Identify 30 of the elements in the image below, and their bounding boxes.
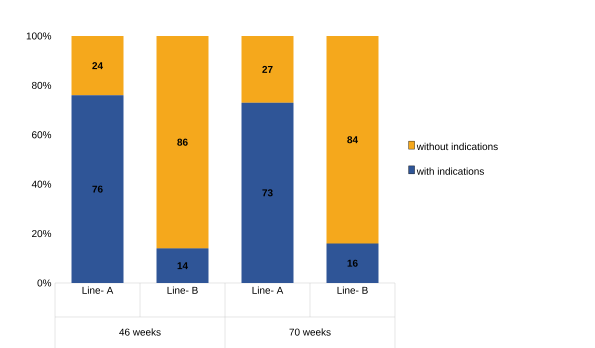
y-tick-label: 100%	[26, 32, 52, 40]
data-label: 84	[347, 136, 358, 144]
x-tick-label: Line- B	[168, 286, 198, 294]
bar	[72, 95, 124, 283]
y-tick-label: 0%	[37, 279, 52, 286]
legend-label: with indications	[416, 167, 484, 175]
y-tick-label: 40%	[32, 180, 52, 188]
bar	[242, 36, 294, 103]
y-tick-label: 20%	[32, 230, 52, 238]
bar	[242, 102, 294, 283]
data-label: 76	[92, 186, 103, 193]
bar	[72, 36, 124, 96]
x-tick-label: Line- B	[338, 286, 368, 294]
text: 46 weeks	[119, 328, 161, 336]
y-tick-label: 80%	[32, 82, 52, 89]
data-label: 27	[262, 66, 273, 73]
y-tick-label: 60%	[32, 131, 52, 138]
data-label: 24	[92, 62, 103, 70]
bar	[326, 243, 378, 283]
bar	[326, 36, 378, 244]
data-label: 14	[178, 262, 188, 270]
data-label: 86	[177, 138, 188, 146]
x-tick-label: Line- A	[82, 286, 114, 294]
legend-label: without indications	[416, 142, 498, 150]
bar	[156, 36, 209, 248]
data-label: 73	[262, 189, 273, 196]
x-tick-label: Line- A	[252, 286, 284, 294]
bar	[156, 248, 209, 283]
text: 70 weeks	[289, 328, 331, 336]
data-label: 16	[348, 260, 358, 267]
